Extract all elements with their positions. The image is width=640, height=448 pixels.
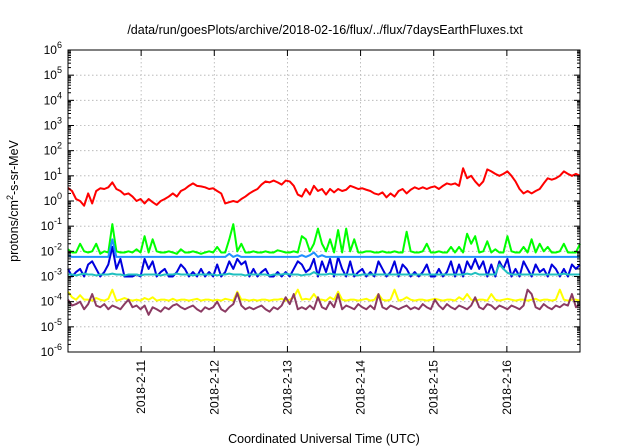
y-tick-label-base: 10	[41, 345, 55, 359]
y-tick-label-base: 10	[44, 119, 58, 133]
y-tick-label-base: 10	[41, 295, 55, 309]
y-tick-label-exponent: 4	[57, 90, 62, 100]
x-tick-label: 2018-2-15	[427, 360, 441, 415]
y-tick-label-exponent: 2	[57, 141, 62, 151]
y-tick-label-exponent: -6	[54, 342, 62, 352]
y-tick-label: 10-3	[41, 267, 62, 284]
y-tick-label: 101	[44, 166, 62, 183]
y-tick-label-exponent: 1	[57, 166, 62, 176]
x-tick-label: 2018-2-11	[134, 360, 148, 414]
y-tick-label-exponent: 5	[57, 65, 62, 75]
y-tick-label-exponent: -3	[54, 267, 62, 277]
y-tick-label: 10-1	[41, 216, 62, 233]
y-tick-label: 10-4	[41, 292, 62, 309]
y-tick-label: 103	[44, 116, 62, 133]
y-tick-layer: 10610510410310210110010-110-210-310-410-…	[41, 40, 580, 359]
chart-title: /data/run/goesPlots/archive/2018-02-16/f…	[127, 23, 523, 37]
grid-layer	[68, 50, 580, 352]
y-tick-label-exponent: -4	[54, 292, 62, 302]
y-tick-label: 104	[44, 90, 62, 107]
y-tick-label-base: 10	[44, 169, 58, 183]
y-tick-label-exponent: 3	[57, 116, 62, 126]
y-axis-title: protons/cm2-s-sr-MeV	[5, 139, 21, 261]
y-tick-label-base: 10	[41, 244, 55, 258]
y-axis-title-base: protons/cm	[7, 200, 21, 262]
series-line-6	[67, 288, 581, 302]
y-tick-label-exponent: -2	[54, 241, 62, 251]
y-tick-label: 10-6	[41, 342, 62, 359]
y-tick-label-exponent: -5	[54, 317, 62, 327]
y-tick-label: 10-2	[41, 241, 62, 258]
series-line-7	[67, 288, 581, 316]
y-tick-label-base: 10	[44, 144, 58, 158]
series-line-2	[67, 223, 581, 255]
y-tick-label-exponent: 0	[57, 191, 62, 201]
y-tick-label: 106	[44, 40, 62, 57]
x-tick-label: 2018-2-12	[207, 360, 221, 415]
x-axis-title: Coordinated Universal Time (UTC)	[228, 432, 420, 446]
y-tick-label-exponent: 6	[57, 40, 62, 50]
y-tick-label-base: 10	[44, 194, 58, 208]
series-layer	[67, 167, 581, 316]
series-line-5	[68, 263, 580, 277]
y-tick-label-base: 10	[44, 68, 58, 82]
y-tick-label-exponent: -1	[54, 216, 62, 226]
y-axis-title-superscript: 2	[5, 195, 15, 200]
y-tick-label: 10-5	[41, 317, 62, 334]
x-tick-layer: 2018-2-11 2018-2-12 2018-2-13 2018-2-14 2018…	[134, 50, 514, 415]
y-tick-label: 105	[44, 65, 62, 82]
x-tick-label: 2018-2-13	[280, 360, 294, 415]
y-tick-label-base: 10	[44, 43, 58, 57]
y-tick-label: 102	[44, 141, 62, 158]
x-tick-label: 2018-2-14	[354, 360, 368, 415]
y-tick-label-base: 10	[44, 93, 58, 107]
y-tick-label-base: 10	[41, 270, 55, 284]
series-line-1	[67, 167, 581, 207]
y-tick-label-base: 10	[41, 320, 55, 334]
y-tick-label-base: 10	[41, 219, 55, 233]
y-tick-label: 100	[44, 191, 62, 208]
y-axis-title-rest: -s-sr-MeV	[7, 139, 21, 195]
series-line-4	[67, 238, 580, 258]
x-tick-label: 2018-2-16	[500, 360, 514, 415]
